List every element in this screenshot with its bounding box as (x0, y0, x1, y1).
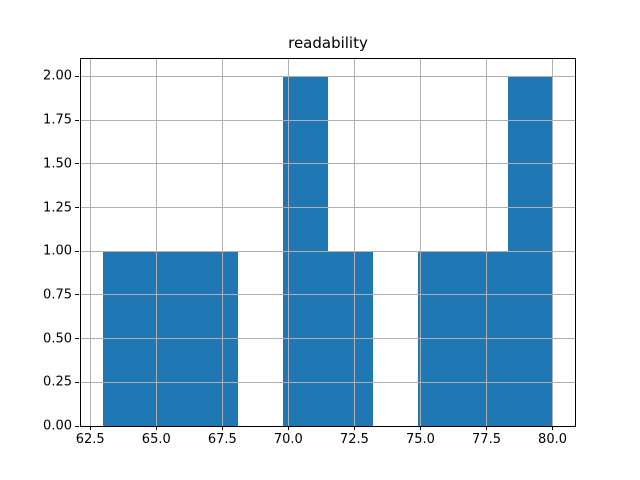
grid-line-vertical (155, 59, 157, 426)
grid-line-horizontal (81, 75, 575, 77)
plot-area (80, 58, 576, 427)
grid-line-vertical (287, 59, 289, 426)
grid-line-horizontal (81, 381, 575, 383)
y-tick-mark (75, 75, 79, 77)
grid-line-vertical (552, 59, 554, 426)
y-tick-label: 1.25 (43, 200, 72, 216)
y-tick-label: 2.00 (43, 68, 72, 84)
y-tick-mark (75, 425, 79, 427)
grid-line-horizontal (81, 207, 575, 209)
y-tick-mark (75, 207, 79, 209)
x-tick-label: 67.5 (207, 432, 237, 447)
grid-line-vertical (89, 59, 91, 426)
y-tick-mark (75, 338, 79, 340)
y-tick-label: 0.75 (43, 287, 72, 303)
grid-line-vertical (486, 59, 487, 426)
grid-line-horizontal (81, 250, 575, 252)
x-tick-mark (287, 426, 289, 430)
x-tick-label: 72.5 (339, 432, 369, 447)
x-tick-mark (552, 426, 554, 430)
grid-line-vertical (353, 59, 355, 426)
grid-line-horizontal (81, 294, 575, 296)
x-tick-label: 77.5 (472, 432, 501, 447)
x-tick-mark (221, 426, 223, 430)
x-tick-mark (353, 426, 355, 430)
x-tick-label: 62.5 (75, 432, 105, 447)
chart-title: readability (288, 34, 368, 52)
y-tick-label: 0.00 (43, 418, 72, 434)
x-tick-mark (419, 426, 421, 430)
grid-line-horizontal (81, 338, 575, 340)
grid-line-vertical (221, 59, 223, 426)
y-tick-mark (75, 294, 79, 296)
y-tick-mark (75, 250, 79, 252)
y-tick-mark (75, 163, 79, 165)
y-tick-mark (75, 381, 79, 383)
grid-line-vertical (419, 59, 421, 426)
y-tick-mark (75, 119, 79, 121)
y-tick-label: 0.25 (43, 374, 72, 390)
x-tick-label: 75.0 (405, 432, 435, 447)
grid-line-horizontal (81, 425, 575, 426)
grid-line-horizontal (81, 119, 575, 121)
x-tick-mark (89, 426, 91, 430)
x-tick-mark (486, 426, 487, 430)
y-tick-label: 1.75 (43, 112, 72, 128)
grid-line-horizontal (81, 163, 575, 165)
y-tick-label: 0.50 (43, 331, 72, 347)
x-tick-mark (155, 426, 157, 430)
x-tick-label: 80.0 (538, 432, 568, 447)
x-tick-label: 70.0 (273, 432, 303, 447)
x-tick-label: 65.0 (141, 432, 171, 447)
y-tick-label: 1.50 (43, 156, 72, 172)
y-tick-label: 1.00 (43, 243, 72, 259)
